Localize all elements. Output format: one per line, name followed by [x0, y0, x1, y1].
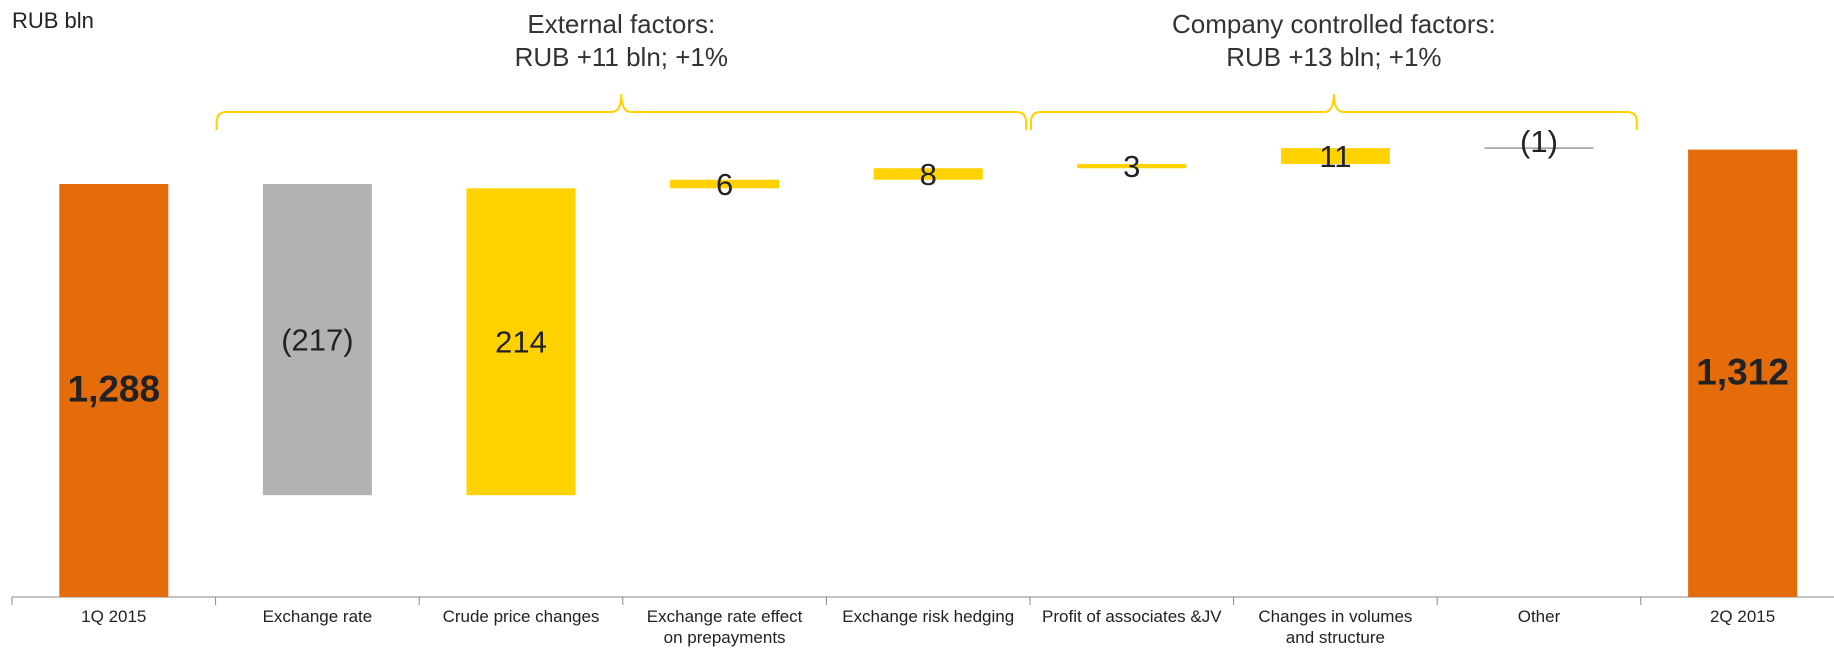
data-label-8: 1,312	[1696, 351, 1789, 392]
group-title-company: Company controlled factors: RUB +13 bln;…	[1034, 8, 1634, 74]
waterfall-bar-2	[466, 188, 576, 496]
data-label-6: 11	[1319, 139, 1351, 174]
group-title-external-subtitle: RUB +11 bln; +1%	[514, 42, 728, 72]
x-tick-label-6: and structure	[1286, 628, 1385, 647]
x-tick-label-2: Crude price changes	[443, 607, 600, 626]
group-title-company-subtitle: RUB +13 bln; +1%	[1226, 42, 1442, 72]
waterfall-bar-5	[1077, 163, 1187, 169]
waterfall-bar-8	[1688, 149, 1798, 598]
waterfall-bar-1	[262, 184, 372, 496]
group-title-company-heading: Company controlled factors:	[1172, 9, 1496, 39]
group-title-external-heading: External factors:	[527, 9, 716, 39]
waterfall-bar-3	[670, 179, 780, 189]
x-tick-label-6: Changes in volumes	[1258, 607, 1412, 626]
data-label-1: (217)	[281, 323, 353, 358]
x-tick-label-4: Exchange risk hedging	[842, 607, 1014, 626]
data-label-3: 6	[716, 167, 733, 202]
data-label-2: 214	[495, 325, 547, 360]
x-tick-label-3: on prepayments	[664, 628, 786, 647]
data-label-0: 1,288	[68, 369, 161, 410]
data-label-4: 8	[920, 157, 937, 192]
group-title-external: External factors: RUB +11 bln; +1%	[321, 8, 921, 74]
x-tick-label-1: Exchange rate	[263, 607, 373, 626]
waterfall-bar-0	[59, 184, 169, 597]
x-tick-label-7: Other	[1518, 607, 1561, 626]
data-label-7: (1)	[1520, 124, 1558, 159]
x-tick-label-3: Exchange rate effect	[647, 607, 803, 626]
unit-label: RUB bln	[12, 8, 94, 33]
waterfall-bar-6	[1280, 148, 1390, 164]
group-bracket-0	[215, 93, 1027, 130]
group-bracket-1	[1030, 93, 1638, 130]
waterfall-bar-4	[873, 168, 983, 180]
data-label-5: 3	[1123, 149, 1140, 184]
x-tick-label-5: Profit of associates &JV	[1042, 607, 1222, 626]
x-tick-label-8: 2Q 2015	[1710, 607, 1775, 626]
x-tick-label-0: 1Q 2015	[81, 607, 146, 626]
